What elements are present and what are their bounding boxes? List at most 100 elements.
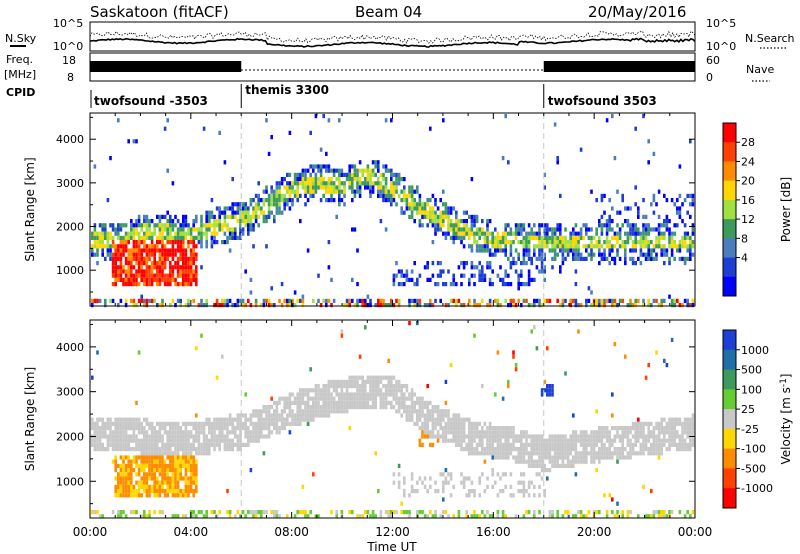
heatmap-cell bbox=[514, 227, 518, 232]
heatmap-cell bbox=[286, 181, 289, 186]
heatmap-cell bbox=[624, 455, 627, 460]
heatmap-cell bbox=[452, 421, 455, 426]
heatmap-cell bbox=[327, 388, 331, 393]
heatmap-cell bbox=[91, 438, 94, 443]
heatmap-cell bbox=[317, 396, 320, 401]
heatmap-cell bbox=[514, 235, 518, 240]
heatmap-cell bbox=[291, 189, 294, 194]
heatmap-cell bbox=[223, 426, 227, 431]
heatmap-cell bbox=[452, 438, 455, 443]
heatmap-cell bbox=[426, 214, 429, 219]
heatmap-cell bbox=[605, 235, 609, 240]
heatmap-cell bbox=[171, 244, 175, 249]
heatmap-cell bbox=[473, 514, 476, 519]
heatmap-cell bbox=[574, 430, 578, 435]
heatmap-cell bbox=[439, 214, 442, 219]
heatmap-cell bbox=[184, 421, 188, 426]
heatmap-cell bbox=[465, 434, 468, 439]
heatmap-cell bbox=[135, 493, 138, 498]
colorbar-segment bbox=[723, 219, 736, 239]
heatmap-cell bbox=[579, 451, 583, 456]
heatmap-cell bbox=[205, 210, 208, 215]
colorbar-segment bbox=[723, 488, 736, 509]
heatmap-cell bbox=[442, 413, 445, 418]
heatmap-cell bbox=[247, 442, 250, 447]
heatmap-cell bbox=[525, 231, 528, 236]
heatmap-cell bbox=[548, 468, 552, 473]
heatmap-cell bbox=[390, 177, 393, 182]
heatmap-cell bbox=[449, 210, 453, 215]
heatmap-cell bbox=[330, 185, 333, 190]
heatmap-cell bbox=[114, 493, 117, 498]
heatmap-cell bbox=[200, 303, 203, 308]
heatmap-cell bbox=[257, 193, 260, 198]
heatmap-cell bbox=[605, 256, 609, 261]
heatmap-cell bbox=[345, 384, 349, 389]
heatmap-cell bbox=[93, 510, 97, 515]
heatmap-cell bbox=[132, 510, 136, 515]
heatmap-cell bbox=[527, 442, 531, 447]
heatmap-cell bbox=[421, 434, 424, 439]
heatmap-cell bbox=[101, 240, 104, 245]
heatmap-cell bbox=[356, 405, 359, 410]
heatmap-cell bbox=[158, 277, 162, 282]
heatmap-cell bbox=[572, 231, 575, 236]
heatmap-cell bbox=[631, 451, 635, 456]
heatmap-cell bbox=[423, 405, 427, 410]
heatmap-cell bbox=[278, 193, 281, 198]
heatmap-cell bbox=[161, 484, 164, 489]
heatmap-cell bbox=[478, 231, 481, 236]
heatmap-cell bbox=[197, 240, 201, 245]
heatmap-cell bbox=[551, 463, 554, 468]
heatmap-cell bbox=[663, 261, 666, 266]
heatmap-cell bbox=[377, 392, 380, 397]
heatmap-cell bbox=[637, 256, 640, 261]
heatmap-cell bbox=[345, 303, 349, 308]
heatmap-cell bbox=[364, 185, 367, 190]
heatmap-cell bbox=[668, 421, 671, 426]
heatmap-cell bbox=[369, 405, 372, 410]
heatmap-cell bbox=[228, 214, 232, 219]
heatmap-cell bbox=[527, 451, 531, 456]
heatmap-cell bbox=[603, 256, 606, 261]
heatmap-cell bbox=[171, 451, 175, 456]
heatmap-cell bbox=[429, 430, 432, 435]
heatmap-cell bbox=[613, 261, 617, 266]
heatmap-cell bbox=[239, 426, 242, 431]
heatmap-cell bbox=[569, 442, 572, 447]
colorbar-tick-label: 8 bbox=[741, 232, 748, 245]
heatmap-cell bbox=[179, 476, 182, 481]
heatmap-cell bbox=[124, 303, 128, 308]
heatmap-cell bbox=[660, 442, 663, 447]
heatmap-cell bbox=[439, 223, 442, 228]
heatmap-cell bbox=[187, 273, 190, 278]
heatmap-cell bbox=[637, 421, 640, 426]
heatmap-cell bbox=[335, 388, 338, 393]
heatmap-cell bbox=[156, 463, 159, 468]
heatmap-cell bbox=[668, 434, 671, 439]
heatmap-cell bbox=[176, 493, 180, 498]
heatmap-cell bbox=[509, 434, 513, 439]
heatmap-cell bbox=[348, 168, 351, 173]
heatmap-cell bbox=[598, 235, 601, 240]
heatmap-cell bbox=[403, 177, 406, 182]
heatmap-cell bbox=[494, 430, 497, 435]
heatmap-cell bbox=[590, 290, 593, 295]
heatmap-cell bbox=[153, 426, 156, 431]
heatmap-cell bbox=[652, 514, 656, 519]
heatmap-cell bbox=[686, 417, 689, 422]
heatmap-cell bbox=[195, 447, 198, 452]
heatmap-cell bbox=[400, 384, 403, 389]
heatmap-cell bbox=[117, 227, 120, 232]
heatmap-cell bbox=[501, 510, 505, 515]
heatmap-cell bbox=[301, 417, 305, 422]
heatmap-cell bbox=[156, 476, 159, 481]
heatmap-cell bbox=[156, 489, 159, 494]
heatmap-cell bbox=[358, 384, 362, 389]
heatmap-cell bbox=[416, 277, 419, 282]
heatmap-cell bbox=[468, 447, 471, 452]
heatmap-cell bbox=[572, 514, 575, 519]
heatmap-cell bbox=[176, 447, 180, 452]
heatmap-cell bbox=[538, 231, 541, 236]
heatmap-cell bbox=[236, 206, 240, 211]
